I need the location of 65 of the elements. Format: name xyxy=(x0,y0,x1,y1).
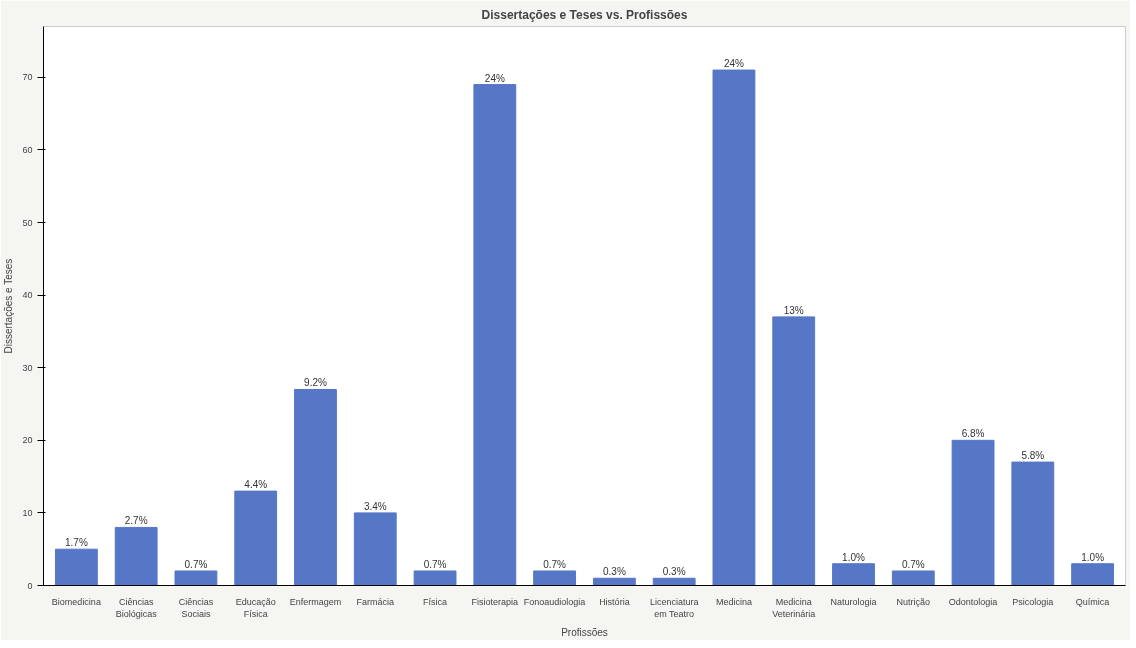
x-tick-label: Enfermagem xyxy=(289,596,342,607)
y-tick-label: 60 xyxy=(22,144,33,155)
annotation: 0.7% xyxy=(423,558,447,570)
annotation: 0.7% xyxy=(184,558,208,570)
x-tick-label: Farmácia xyxy=(356,596,395,607)
bar xyxy=(114,526,158,586)
annotation: 13% xyxy=(783,304,804,316)
x-axis-title: Profissões xyxy=(561,626,608,638)
x-tick-label: Fisioterapia xyxy=(471,596,519,607)
x-tick-label: Biomedicina xyxy=(51,596,101,607)
annotation: 9.2% xyxy=(304,377,327,389)
annotation: 6.8% xyxy=(961,428,985,440)
bar xyxy=(652,577,696,586)
bar xyxy=(533,570,577,586)
y-tick-label: 10 xyxy=(22,507,33,518)
bar xyxy=(951,439,995,586)
y-tick-label: 40 xyxy=(22,290,33,301)
x-tick-label: Odontologia xyxy=(948,596,998,607)
y-axis-title: Dissertações e Teses xyxy=(3,258,15,354)
annotation: 3.4% xyxy=(363,500,387,512)
y-tick-label: 30 xyxy=(22,362,33,373)
annotation: 0.3% xyxy=(602,566,626,578)
annotation: 0.3% xyxy=(662,566,686,578)
x-tick-label: Medicina xyxy=(715,596,752,607)
x-tick-label: Nutrição xyxy=(896,596,931,607)
annotation: 24% xyxy=(484,72,505,84)
x-tick-label: Ciências Sociais xyxy=(178,596,214,619)
bar xyxy=(1011,461,1055,586)
x-tick-label: Naturologia xyxy=(830,596,877,607)
bar xyxy=(174,570,218,586)
annotation: 0.7% xyxy=(543,558,567,570)
annotation: 1.0% xyxy=(842,551,866,563)
bar xyxy=(473,84,517,586)
x-tick-label: Psicologia xyxy=(1012,596,1054,607)
bar xyxy=(772,316,816,586)
annotation: 2.7% xyxy=(124,515,148,527)
bar xyxy=(294,388,337,586)
x-tick-label: Física xyxy=(423,596,448,607)
annotation: 1.7% xyxy=(64,537,88,549)
y-tick-label: 0 xyxy=(27,580,33,591)
bar xyxy=(54,548,98,586)
chart-title: Dissertações e Teses vs. Profissões xyxy=(481,7,688,22)
y-tick-label: 70 xyxy=(22,72,33,83)
annotation: 0.7% xyxy=(901,558,925,570)
bar xyxy=(353,512,397,586)
bar xyxy=(891,570,935,586)
bar xyxy=(712,69,756,586)
y-tick-label: 20 xyxy=(22,435,33,446)
x-tick-label: Fonoaudiologia xyxy=(523,596,586,607)
x-tick-label: Medicina Veterinária xyxy=(772,596,816,619)
bar xyxy=(413,570,457,586)
x-tick-label: História xyxy=(599,596,630,607)
annotation: 1.0% xyxy=(1081,551,1105,563)
annotation: 24% xyxy=(723,58,745,70)
x-tick-label: Química xyxy=(1075,596,1110,607)
x-tick-label: Ciências Biológicas xyxy=(115,596,158,619)
bar xyxy=(1071,563,1115,586)
x-tick-label: Licenciatura em Teatro xyxy=(649,596,699,619)
bar xyxy=(234,490,278,586)
annotation: 4.4% xyxy=(244,479,268,491)
x-tick-label: Educação Física xyxy=(235,596,276,619)
bar xyxy=(592,577,636,586)
bar xyxy=(832,563,875,586)
annotation: 5.8% xyxy=(1021,450,1045,462)
y-tick-label: 50 xyxy=(22,217,33,228)
